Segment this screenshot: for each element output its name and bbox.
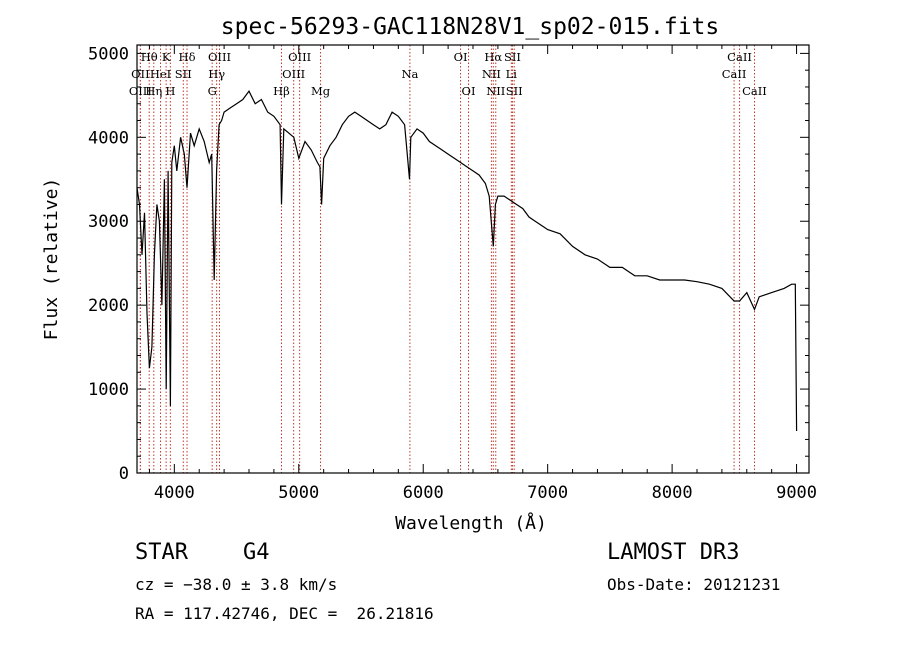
spectral-line-label: NII xyxy=(482,67,501,81)
survey-name: LAMOST DR3 xyxy=(607,540,740,565)
spectral-line-label: SII xyxy=(175,67,192,81)
x-tick-label: 6000 xyxy=(403,483,444,503)
spectral-line-label: HeI xyxy=(150,67,171,81)
x-tick-label: 7000 xyxy=(527,483,568,503)
spectral-line-label: SII xyxy=(504,50,521,64)
x-tick-label: 9000 xyxy=(776,483,817,503)
spectral-line-label: OI xyxy=(462,84,476,98)
y-tick-label: 2000 xyxy=(88,296,129,316)
spectral-line-label: OI xyxy=(454,50,468,64)
y-tick-label: 1000 xyxy=(88,380,129,400)
y-tick-label: 4000 xyxy=(88,128,129,148)
spectral-line-label: SII xyxy=(506,84,523,98)
spectral-line-label: Hθ xyxy=(141,50,158,64)
object-subclass: G4 xyxy=(243,540,270,565)
x-tick-label: 8000 xyxy=(652,483,693,503)
redshift-cz: cz = −38.0 ± 3.8 km/s xyxy=(135,575,338,594)
x-tick-label: 5000 xyxy=(278,483,319,503)
spectral-line-label: Na xyxy=(401,67,418,81)
x-tick-label: 4000 xyxy=(154,483,195,503)
chart-title: spec-56293-GAC118N28V1_sp02-015.fits xyxy=(221,14,720,40)
x-axis-label: Wavelength (Å) xyxy=(395,512,547,534)
spectral-line-markers xyxy=(139,45,755,473)
coordinates: RA = 117.42746, DEC = 26.21816 xyxy=(135,604,434,623)
spectral-line-label: NII xyxy=(486,84,505,98)
spectral-line-label: Hβ xyxy=(273,84,290,98)
spectral-line-label: CaII xyxy=(722,67,747,81)
y-tick-label: 3000 xyxy=(88,212,129,232)
y-tick-label: 5000 xyxy=(88,44,129,64)
plot-frame xyxy=(136,44,810,474)
spectral-line-label: OIII xyxy=(208,50,231,64)
y-tick-label: 0 xyxy=(119,464,129,484)
spectral-line-label: OIII xyxy=(129,84,152,98)
spectral-line-label: Hδ xyxy=(179,50,196,64)
spectral-line-label: Mg xyxy=(311,84,331,98)
spectral-line-label: H xyxy=(165,84,175,98)
spectral-line-label: CaII xyxy=(727,50,752,64)
spectral-line-label: G xyxy=(208,84,217,98)
spectral-line-label: Hγ xyxy=(208,67,225,81)
y-axis: 0 1000 2000 3000 4000 5000 xyxy=(88,44,809,484)
x-axis: 4000 5000 6000 7000 8000 9000 xyxy=(148,45,817,503)
object-class: STAR xyxy=(135,540,188,565)
observation-date: Obs-Date: 20121231 xyxy=(607,575,781,594)
spectral-line-label: OII xyxy=(131,67,150,81)
spectral-line-label: Hη xyxy=(145,84,162,98)
spectral-line-label: OIII xyxy=(282,67,305,81)
spectral-line-label: CaII xyxy=(742,84,767,98)
series-flux-line xyxy=(136,90,798,432)
spectral-line-label: OIII xyxy=(288,50,311,64)
spectral-line-label: Li xyxy=(506,67,518,81)
spectral-line-label: K xyxy=(162,50,171,64)
y-axis-label: Flux (relative) xyxy=(41,178,62,341)
spectral-line-label: Hα xyxy=(484,50,502,64)
